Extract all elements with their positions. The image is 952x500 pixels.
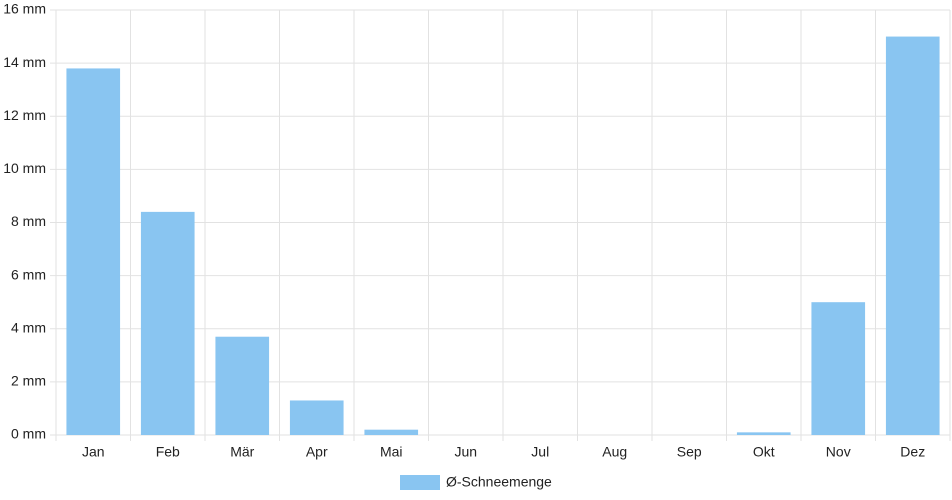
x-tick-label: Jul — [531, 444, 549, 460]
y-tick-label: 8 mm — [11, 213, 46, 229]
y-tick-label: 14 mm — [3, 54, 46, 70]
y-tick-label: 0 mm — [11, 426, 46, 442]
x-tick-label: Jun — [454, 444, 477, 460]
bar — [215, 336, 270, 435]
bar — [885, 36, 940, 435]
x-tick-label: Feb — [156, 444, 180, 460]
x-tick-label: Nov — [826, 444, 851, 460]
x-tick-label: Apr — [306, 444, 328, 460]
x-tick-label: Dez — [900, 444, 925, 460]
legend-label: Ø-Schneemenge — [446, 474, 552, 490]
bar — [140, 211, 195, 435]
bar — [66, 68, 121, 435]
y-tick-label: 2 mm — [11, 373, 46, 389]
y-tick-label: 10 mm — [3, 160, 46, 176]
x-tick-label: Okt — [753, 444, 775, 460]
bar — [736, 432, 791, 435]
x-tick-label: Mär — [230, 444, 254, 460]
x-tick-label: Mai — [380, 444, 403, 460]
y-tick-label: 16 mm — [3, 1, 46, 17]
x-tick-label: Sep — [677, 444, 702, 460]
bar — [289, 400, 344, 435]
y-tick-label: 6 mm — [11, 266, 46, 282]
bar — [364, 429, 419, 435]
x-tick-label: Aug — [602, 444, 627, 460]
y-tick-label: 12 mm — [3, 107, 46, 123]
x-tick-label: Jan — [82, 444, 105, 460]
bar — [811, 302, 866, 435]
legend-swatch — [400, 475, 440, 490]
y-tick-label: 4 mm — [11, 319, 46, 335]
